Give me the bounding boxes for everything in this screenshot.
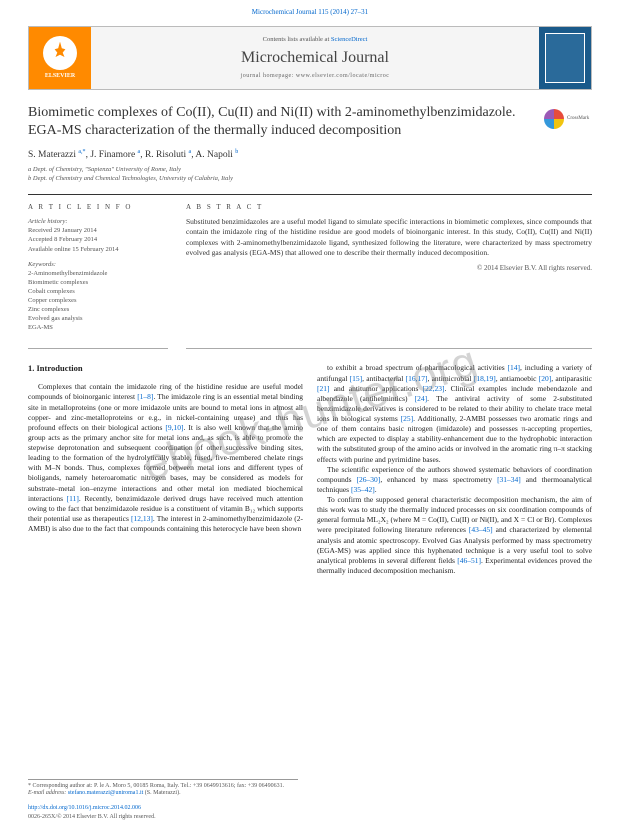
- journal-name: Microchemical Journal: [241, 47, 389, 69]
- keyword-5: Evolved gas analysis: [28, 314, 168, 323]
- article-info-box: A R T I C L E I N F O Article history: R…: [28, 195, 168, 350]
- intro-para-1: Complexes that contain the imidazole rin…: [28, 382, 303, 534]
- journal-masthead: ELSEVIER Contents lists available at Sci…: [28, 26, 592, 90]
- journal-cover-thumb: [539, 27, 591, 89]
- article-title: Biomimetic complexes of Co(II), Cu(II) a…: [28, 104, 592, 140]
- intro-para-2: to exhibit a broad spectrum of pharmacol…: [317, 363, 592, 464]
- keyword-0: 2-Aminomethylbenzimidazole: [28, 269, 168, 278]
- abstract-copyright: © 2014 Elsevier B.V. All rights reserved…: [186, 264, 592, 274]
- history-received: Received 29 January 2014: [28, 226, 168, 235]
- doi-link[interactable]: http://dx.doi.org/10.1016/j.microc.2014.…: [28, 804, 592, 812]
- elsevier-logo: ELSEVIER: [29, 27, 91, 89]
- journal-homepage: journal homepage: www.elsevier.com/locat…: [241, 72, 390, 80]
- contents-line: Contents lists available at ScienceDirec…: [263, 35, 368, 44]
- footer: * Corresponding author at: P. le A. Moro…: [28, 779, 592, 821]
- affiliation-b: b Dept. of Chemistry and Chemical Techno…: [28, 175, 592, 183]
- history-accepted: Accepted 8 February 2014: [28, 235, 168, 244]
- keyword-1: Biomimetic complexes: [28, 278, 168, 287]
- crossmark-icon: [544, 109, 564, 129]
- abstract-text: Substituted benzimidazoles are a useful …: [186, 217, 592, 258]
- elsevier-tree-icon: [43, 36, 77, 70]
- crossmark-badge[interactable]: CrossMark: [544, 106, 592, 132]
- issn-copyright: 0026-265X/© 2014 Elsevier B.V. All right…: [28, 813, 592, 821]
- email-label: E-mail address:: [28, 790, 66, 796]
- section-1-heading: 1. Introduction: [28, 363, 303, 375]
- keyword-4: Zinc complexes: [28, 305, 168, 314]
- corresponding-author: * Corresponding author at: P. le A. Moro…: [28, 779, 298, 799]
- affiliation-a: a Dept. of Chemistry, "Sapienza" Univers…: [28, 166, 592, 174]
- body-column-left: 1. Introduction Complexes that contain t…: [28, 363, 303, 576]
- journal-center: Contents lists available at ScienceDirec…: [91, 27, 539, 89]
- email-who: (S. Materazzi).: [145, 790, 181, 796]
- article-info-heading: A R T I C L E I N F O: [28, 203, 168, 213]
- abstract-box: A B S T R A C T Substituted benzimidazol…: [186, 195, 592, 350]
- abstract-heading: A B S T R A C T: [186, 203, 592, 213]
- keywords-label: Keywords:: [28, 261, 56, 268]
- crossmark-label: CrossMark: [567, 115, 589, 122]
- sciencedirect-link[interactable]: ScienceDirect: [331, 36, 367, 43]
- affiliations: a Dept. of Chemistry, "Sapienza" Univers…: [28, 166, 592, 184]
- history-online: Available online 15 February 2014: [28, 245, 168, 254]
- keyword-6: EGA-MS: [28, 323, 168, 332]
- intro-para-4: To confirm the supposed general characte…: [317, 495, 592, 576]
- email-link[interactable]: stefano.materazzi@uniroma1.it: [68, 790, 144, 796]
- elsevier-label: ELSEVIER: [45, 72, 75, 80]
- citation-header: Microchemical Journal 115 (2014) 27–31: [0, 0, 620, 22]
- history-label: Article history:: [28, 218, 68, 225]
- authors-line: S. Materazzi a,*, J. Finamore a, R. Riso…: [28, 148, 592, 162]
- keyword-3: Copper complexes: [28, 296, 168, 305]
- keyword-2: Cobalt complexes: [28, 287, 168, 296]
- body-column-right: to exhibit a broad spectrum of pharmacol…: [317, 363, 592, 576]
- intro-para-3: The scientific experience of the authors…: [317, 465, 592, 495]
